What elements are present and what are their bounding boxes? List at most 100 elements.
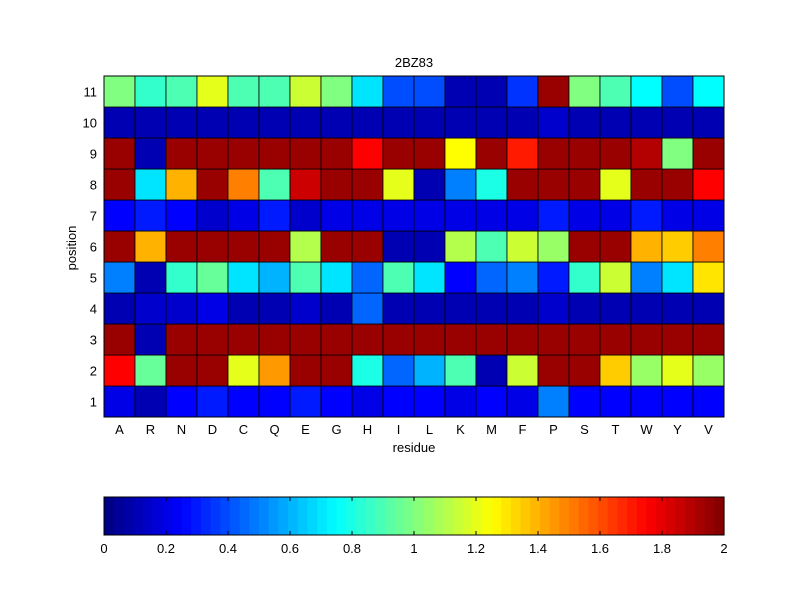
colorbar-segment xyxy=(578,497,589,535)
heatmap-cell xyxy=(599,261,632,294)
heatmap-cell xyxy=(134,75,167,108)
heatmap-cell xyxy=(413,168,446,201)
x-tick-label: R xyxy=(146,422,155,437)
colorbar-segment xyxy=(365,497,376,535)
colorbar-segment xyxy=(598,497,609,535)
colorbar-segment xyxy=(346,497,357,535)
heatmap-cell xyxy=(413,199,446,232)
heatmap-cell xyxy=(227,385,260,418)
heatmap-cell xyxy=(134,137,167,170)
colorbar-segment xyxy=(181,497,192,535)
colorbar-tick-label: 0 xyxy=(100,541,107,556)
heatmap-cell xyxy=(630,354,663,387)
heatmap-cell xyxy=(227,230,260,263)
heatmap-cell xyxy=(258,385,291,418)
heatmap-cell xyxy=(537,354,570,387)
heatmap-cell xyxy=(134,292,167,325)
heatmap-cell xyxy=(661,137,694,170)
heatmap-cell xyxy=(351,75,384,108)
colorbar-segment xyxy=(239,497,250,535)
x-tick-label: F xyxy=(519,422,527,437)
colorbar-segment xyxy=(133,497,144,535)
heatmap-cell xyxy=(320,354,353,387)
heatmap-cell xyxy=(103,199,136,232)
heatmap-cell xyxy=(134,168,167,201)
heatmap-cell xyxy=(196,385,229,418)
y-tick-label: 7 xyxy=(90,209,97,224)
heatmap-cell xyxy=(661,354,694,387)
heatmap-cell xyxy=(475,75,508,108)
colorbar-segment xyxy=(278,497,289,535)
heatmap-cell xyxy=(444,292,477,325)
heatmap-cell xyxy=(382,261,415,294)
x-tick-label: N xyxy=(177,422,186,437)
heatmap-cell xyxy=(165,292,198,325)
colorbar-segment xyxy=(491,497,502,535)
heatmap-cell xyxy=(382,199,415,232)
heatmap-cell xyxy=(537,75,570,108)
colorbar-segment xyxy=(288,497,299,535)
heatmap-cell xyxy=(413,230,446,263)
colorbar-segment xyxy=(443,497,454,535)
heatmap-cell xyxy=(568,354,601,387)
colorbar-tick-label: 0.8 xyxy=(343,541,361,556)
heatmap-cell xyxy=(320,75,353,108)
heatmap-cell xyxy=(196,75,229,108)
heatmap-cell xyxy=(661,323,694,356)
colorbar-segment xyxy=(423,497,434,535)
colorbar-segment xyxy=(685,497,696,535)
y-tick-label: 8 xyxy=(90,178,97,193)
heatmap-cell xyxy=(599,106,632,139)
heatmap-cell xyxy=(692,261,725,294)
heatmap-cell xyxy=(506,261,539,294)
heatmap-cell xyxy=(413,106,446,139)
colorbar-segment xyxy=(355,497,367,535)
heatmap-cell xyxy=(196,199,229,232)
heatmap-cell xyxy=(475,261,508,294)
heatmap-cell xyxy=(382,137,415,170)
heatmap-cell xyxy=(506,323,539,356)
x-tick-label: W xyxy=(640,422,653,437)
heatmap-cell xyxy=(289,292,322,325)
x-tick-label: M xyxy=(486,422,497,437)
colorbar-tick-label: 2 xyxy=(720,541,727,556)
heatmap-cell xyxy=(537,385,570,418)
x-tick-label: T xyxy=(612,422,620,437)
x-tick-label: D xyxy=(208,422,217,437)
heatmap-cell xyxy=(351,137,384,170)
heatmap-cell xyxy=(444,354,477,387)
colorbar-segment xyxy=(675,497,686,535)
colorbar-segment xyxy=(336,497,347,535)
heatmap-cell xyxy=(661,230,694,263)
heatmap-cell xyxy=(506,292,539,325)
heatmap-cell xyxy=(630,292,663,325)
colorbar-segment xyxy=(307,497,318,535)
heatmap-cell xyxy=(351,199,384,232)
heatmap-cell xyxy=(661,261,694,294)
colorbar-segment xyxy=(636,497,648,535)
x-tick-label: A xyxy=(115,422,124,437)
colorbar-segment xyxy=(520,497,531,535)
x-tick-label: P xyxy=(549,422,558,437)
heatmap-cell xyxy=(692,323,725,356)
heatmap-cell xyxy=(599,230,632,263)
y-tick-label: 1 xyxy=(90,395,97,410)
colorbar-tick-label: 0.4 xyxy=(219,541,237,556)
heatmap-cell xyxy=(475,137,508,170)
heatmap-cell xyxy=(227,199,260,232)
heatmap-cell xyxy=(103,354,136,387)
heatmap-cell xyxy=(227,354,260,387)
heatmap-cell xyxy=(630,168,663,201)
y-tick-label: 9 xyxy=(90,147,97,162)
colorbar-segment xyxy=(113,497,124,535)
heatmap-cell xyxy=(258,292,291,325)
colorbar-segment xyxy=(510,497,522,535)
heatmap-cell xyxy=(289,261,322,294)
heatmap-cell xyxy=(568,168,601,201)
heatmap-cell xyxy=(165,168,198,201)
heatmap-cell xyxy=(320,323,353,356)
heatmap-cell xyxy=(258,323,291,356)
colorbar-segment xyxy=(259,497,270,535)
heatmap-cell xyxy=(444,106,477,139)
